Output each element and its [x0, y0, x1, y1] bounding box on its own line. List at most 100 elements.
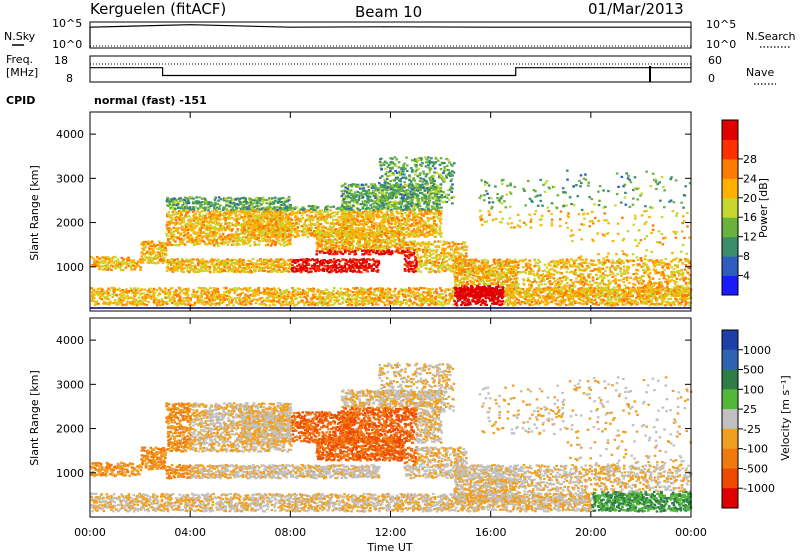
power-cell	[654, 295, 657, 297]
power-cell	[167, 238, 170, 240]
power-cell	[130, 287, 133, 289]
power-cell	[342, 253, 345, 255]
power-cell	[588, 297, 591, 299]
power-cell	[228, 301, 231, 303]
power-cell	[217, 200, 220, 202]
power-cell	[243, 204, 246, 206]
power-cell	[269, 304, 272, 306]
power-cell	[449, 288, 452, 290]
power-cell	[239, 240, 242, 242]
power-cell	[193, 289, 196, 291]
power-cell	[338, 303, 341, 305]
power-cell	[332, 219, 335, 221]
power-cell	[381, 301, 384, 303]
power-cell	[245, 203, 248, 205]
power-cell	[378, 260, 381, 262]
power-cell	[444, 303, 447, 305]
power-cell	[321, 302, 324, 304]
power-cell	[181, 229, 184, 231]
power-cell	[147, 259, 150, 261]
power-cell	[230, 238, 233, 240]
power-cell	[229, 225, 232, 227]
power-cell	[314, 293, 317, 295]
power-cell	[166, 235, 169, 237]
power-cell	[356, 296, 359, 298]
power-cell	[171, 214, 174, 216]
power-cell	[241, 292, 244, 294]
power-cell	[448, 300, 451, 302]
power-cell	[200, 237, 203, 239]
power-cell	[211, 300, 214, 302]
power-cell	[332, 239, 335, 241]
power-cell	[146, 296, 149, 298]
power-cell	[224, 223, 227, 225]
power-cell	[214, 199, 217, 201]
power-cell	[275, 223, 278, 225]
cpid-value: normal (fast) -151	[94, 94, 207, 107]
power-cell	[270, 245, 273, 247]
power-cell	[176, 229, 179, 231]
power-cell	[211, 202, 214, 204]
power-cell	[185, 209, 188, 211]
power-cell	[302, 217, 305, 219]
power-cell	[360, 271, 363, 273]
power-cell	[151, 240, 154, 242]
cpid-label: CPID	[6, 94, 35, 107]
power-cell	[252, 208, 255, 210]
power-cell	[582, 300, 585, 302]
power-cell	[303, 231, 306, 233]
power-cell	[586, 303, 589, 305]
power-cell	[282, 266, 285, 268]
power-cell	[122, 269, 125, 271]
power-cell	[372, 304, 375, 306]
power-cell	[264, 270, 267, 272]
power-cell	[178, 292, 181, 294]
power-cell	[252, 218, 255, 220]
power-cell	[324, 265, 327, 267]
power-cell	[265, 216, 268, 218]
power-cell	[440, 302, 443, 304]
power-cell	[274, 304, 277, 306]
power-cell	[93, 294, 96, 296]
power-cell	[214, 226, 217, 228]
power-cell	[201, 204, 204, 206]
power-cell	[175, 199, 178, 201]
power-cell	[336, 253, 339, 255]
power-cell	[120, 265, 123, 267]
power-cell	[365, 296, 368, 298]
power-cell	[91, 291, 94, 293]
power-cell	[254, 270, 257, 272]
power-cell	[320, 210, 323, 212]
power-cell	[280, 225, 283, 227]
power-cell	[285, 300, 288, 302]
power-cell	[273, 202, 276, 204]
power-cell	[134, 294, 137, 296]
power-cell	[198, 287, 201, 289]
power-cell	[326, 209, 329, 211]
power-cell	[190, 264, 193, 266]
power-cell	[673, 304, 676, 306]
power-cell	[259, 205, 262, 207]
power-cell	[226, 200, 229, 202]
power-cell	[216, 288, 219, 290]
power-cell	[154, 245, 157, 247]
power-cell	[294, 295, 297, 297]
power-cell	[204, 215, 207, 217]
power-cell	[246, 206, 249, 208]
power-cell	[337, 221, 340, 223]
power-cell	[316, 304, 319, 306]
power-cell	[246, 299, 249, 301]
power-cell	[295, 297, 298, 299]
power-cell	[173, 234, 176, 236]
power-cell	[231, 228, 234, 230]
power-cell	[235, 300, 238, 302]
power-cell	[274, 200, 277, 202]
power-cell	[356, 287, 359, 289]
power-cell	[231, 234, 234, 236]
power-cell	[366, 261, 369, 263]
power-cell	[159, 293, 162, 295]
power-cell	[271, 243, 274, 245]
power-cell	[161, 255, 164, 257]
power-cell	[177, 260, 180, 262]
freq-ytick-bottom: 8	[66, 72, 73, 85]
